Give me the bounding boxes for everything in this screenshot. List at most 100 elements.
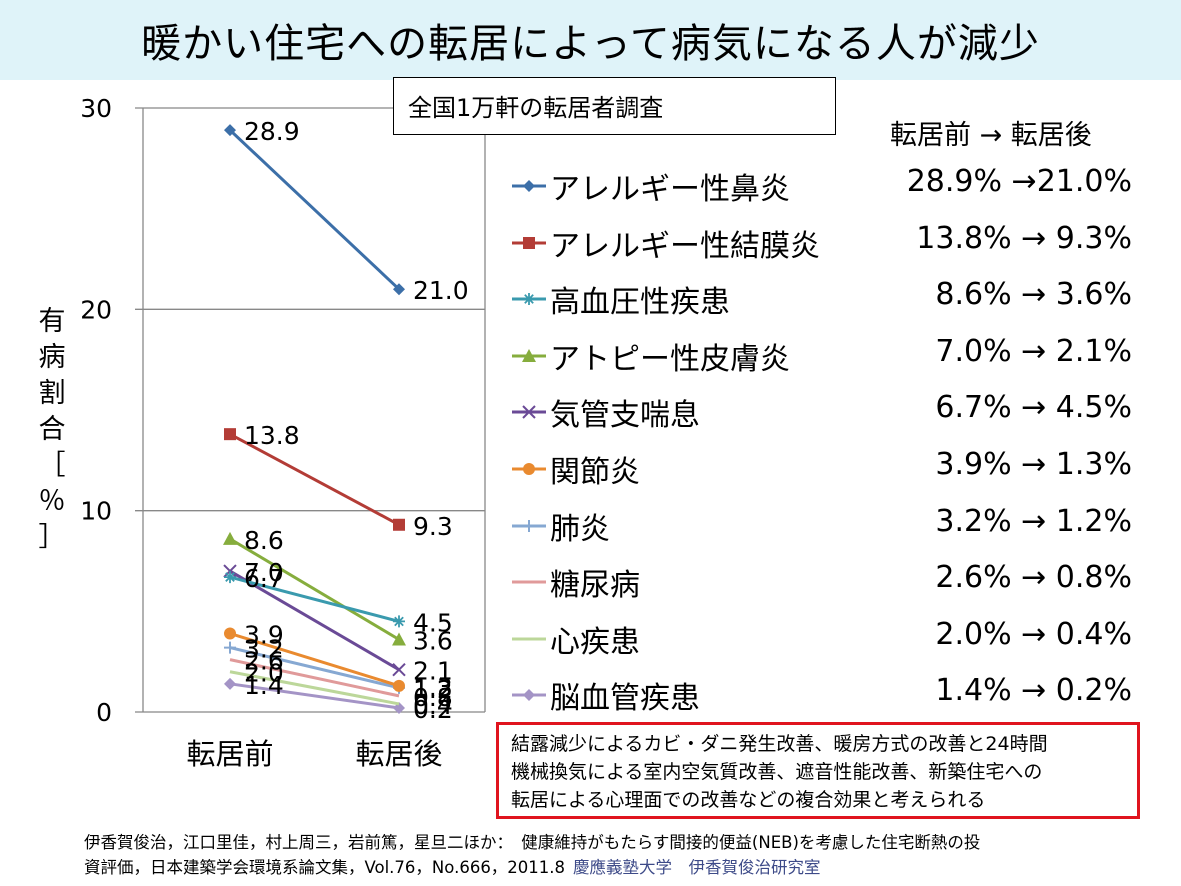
series-line-9 [229,682,400,710]
x-tick-label-1: 転居後 [355,737,442,771]
data-label-8: 3.2 [244,635,284,664]
series-line-3 [229,537,400,641]
data-label-5: 7.0 [244,558,284,587]
series-7 [229,658,400,698]
series-8 [229,670,400,706]
legend-swatch-2 [512,293,546,306]
lab-name: 慶應義塾大学 伊香賀俊治研究室 [573,858,821,877]
legend-item: 肺炎 3.2% → 1.2% [512,503,1132,547]
series-2 [224,571,405,628]
legend-swatch-8 [512,637,546,641]
data-point-9-1 [393,701,405,714]
legend-item: 高血圧性疾患 8.6% → 3.6% [512,277,1132,321]
data-point-5-1 [393,679,405,692]
data-point-2-0 [224,571,236,584]
legend-item: 脳血管疾患 1.4% → 0.2% [512,673,1132,717]
data-label-11: 1.4 [244,671,284,700]
series-line-5 [229,632,400,688]
legend-marker-4 [522,405,536,420]
legend-label: アレルギー性結膜炎 [550,228,820,264]
legend-label: 糖尿病 [550,568,640,604]
legend-label: 肺炎 [550,511,610,547]
legend-comparison: 3.2% → 1.2% [935,503,1132,539]
survey-label: 全国1万軒の転居者調査 [408,94,664,122]
citation-line-1: 伊香賀俊治，江口里佳，村上周三，岩前篤，星旦二ほか： 健康維持がもたらす間接的便… [84,833,981,852]
legend-comparison: 1.4% → 0.2% [935,673,1132,709]
citation: 伊香賀俊治，江口里佳，村上周三，岩前篤，星旦二ほか： 健康維持がもたらす間接的便… [84,830,1164,880]
legend-comparison: 8.6% → 3.6% [935,277,1132,313]
legend-swatch-4 [512,405,546,420]
legend-marker-1 [523,236,535,249]
legend-label: アレルギー性鼻炎 [550,172,790,207]
legend-swatch-7 [512,580,546,584]
legend-item: アレルギー性鼻炎 28.9% →21.0% [512,164,1132,207]
data-point-5-0 [224,627,236,640]
data-label-2: 13.8 [244,421,300,450]
note-line-3: 転居による心理面での改善などの複合効果と考えられる [511,789,986,811]
data-point-2-1 [393,615,405,628]
data-point-4-1 [392,663,406,677]
legend-marker-9 [523,689,535,702]
series-5 [224,627,405,692]
legend-marker-3 [522,348,536,362]
series-line-2 [229,575,400,623]
legend-item: アレルギー性結膜炎 13.8% → 9.3% [512,221,1132,264]
legend-marker-0 [523,180,535,192]
legend-marker-5 [523,463,535,475]
y-tick-label-30: 30 [80,94,112,123]
series-line-4 [229,569,400,672]
legend-item: アトピー性皮膚炎 7.0% → 2.1% [512,333,1132,377]
note-line-2: 機械換気による室内空気質改善、遮音性能改善、新築住宅への [511,761,1043,783]
legend-comparison: 2.0% → 0.4% [935,616,1132,652]
data-label-10: 2.0 [244,659,284,688]
legend-swatch-9 [512,689,546,702]
y-tick-label-0: 0 [96,698,112,727]
note-box: 結露減少によるカビ・ダニ発生改善、暖房方式の改善と24時間 機械換気による室内空… [496,722,1140,819]
legend-label: 脳血管疾患 [550,681,700,717]
data-point-1-0 [224,428,236,441]
citation-line-2: 資評価，日本建築学会環境系論文集，Vol.76，No.666，2011.8 慶應義… [84,855,1164,880]
legend-item: 気管支喘息 6.7% → 4.5% [512,390,1132,434]
data-label-3: 9.3 [413,512,453,541]
title-bar: 暖かい住宅への転居によって病気になる人が減少 [0,0,1181,80]
legend-comparison: 28.9% →21.0% [906,164,1132,199]
legend-label: 気管支喘息 [550,398,700,434]
legend-swatch-1 [512,236,546,249]
series-line-6 [229,646,400,690]
series-line-0 [228,129,401,291]
legend-comparison: 7.0% → 2.1% [935,333,1132,369]
legend-label: アトピー性皮膚炎 [550,341,790,377]
line-chart: 0 10 20 30 転居前 転居後 有病割合［％］ 28.9 21.0 13.8 9.3 8.6 7.… [39,94,486,771]
data-label-14: 2.1 [413,657,453,686]
legend-label: 関節炎 [550,455,640,490]
legend-swatch-3 [512,348,546,362]
data-label-18: 0.4 [413,691,453,720]
legend-label: 高血圧性疾患 [550,285,730,321]
data-label-6: 6.7 [244,564,284,593]
data-point-3-0 [223,531,237,545]
data-label-17: 0.8 [413,683,453,712]
series-9 [224,677,405,714]
y-axis-label: 有病割合［％］ [39,306,66,553]
series-3 [223,531,406,646]
data-point-3-1 [392,632,406,646]
series-line-7 [229,658,400,698]
legend-marker-6 [523,519,535,532]
y-tick-label-20: 20 [80,295,112,324]
survey-label-box: 全国1万軒の転居者調査 [393,77,836,135]
data-label-19: 0.2 [413,695,453,724]
data-label-1: 21.0 [413,276,469,305]
legend-item: 糖尿病 2.6% → 0.8% [512,560,1132,604]
note-line-1: 結露減少によるカビ・ダニ発生改善、暖房方式の改善と24時間 [511,733,1048,755]
legend-comparison: 6.7% → 4.5% [935,390,1132,426]
series-line-8 [229,670,400,706]
data-label-9: 2.6 [244,647,284,676]
series-1 [224,428,405,531]
data-label-7: 3.9 [244,620,284,649]
legend-swatch-6 [512,519,546,532]
data-label-4: 8.6 [244,526,284,555]
data-point-6-0 [224,641,236,654]
legend-swatch-5 [512,463,546,475]
data-point-1-1 [393,518,405,531]
legend-swatch-0 [512,180,546,192]
